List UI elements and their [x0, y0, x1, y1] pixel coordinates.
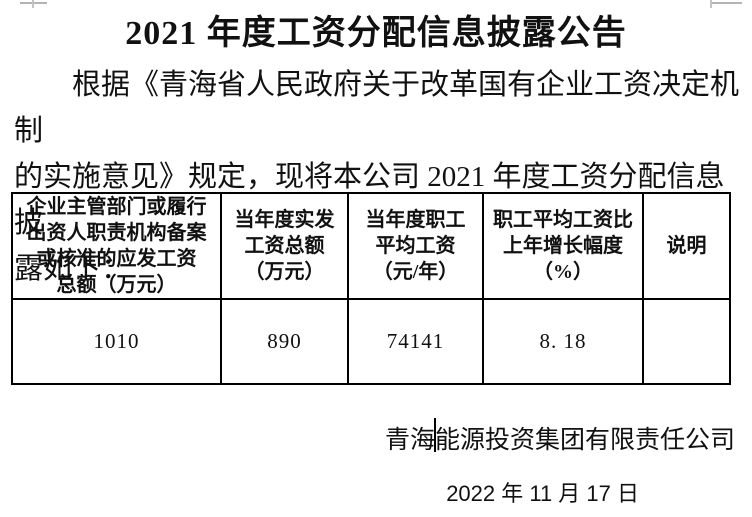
signature-date: 2022 年 11 月 17 日	[446, 481, 639, 506]
col-header-remarks: 说明	[642, 192, 731, 300]
announcement-title: 2021 年度工资分配信息披露公告	[125, 15, 627, 52]
cell-average-employee-wage: 74141	[347, 298, 484, 385]
col-header-actual-paid-wage-total: 当年度实发 工资总额 （万元）	[220, 192, 349, 300]
cell-approved-payable-wage-total: 1010	[11, 298, 222, 385]
cell-average-wage-growth-rate: 8. 18	[482, 298, 644, 385]
col-header-approved-payable-wage-total: 企业主管部门或履行 出资人职责机构备案 或核准的应发工资 总额（万元）	[11, 192, 222, 300]
text-insertion-caret	[434, 418, 436, 452]
col-header-average-employee-wage: 当年度职工 平均工资 （元/年）	[347, 192, 484, 300]
table-data-row: 1010 890 74141 8. 18	[11, 298, 731, 385]
table-header-row: 企业主管部门或履行 出资人职责机构备案 或核准的应发工资 总额（万元） 当年度实…	[11, 192, 731, 300]
wage-disclosure-table: 企业主管部门或履行 出资人职责机构备案 或核准的应发工资 总额（万元） 当年度实…	[11, 192, 731, 385]
cell-remarks	[642, 298, 731, 385]
cell-actual-paid-wage-total: 890	[220, 298, 349, 385]
company-signature: 青海能源投资集团有限责任公司	[384, 427, 735, 454]
col-header-average-wage-growth-rate: 职工平均工资比 上年增长幅度 （%）	[482, 192, 644, 300]
